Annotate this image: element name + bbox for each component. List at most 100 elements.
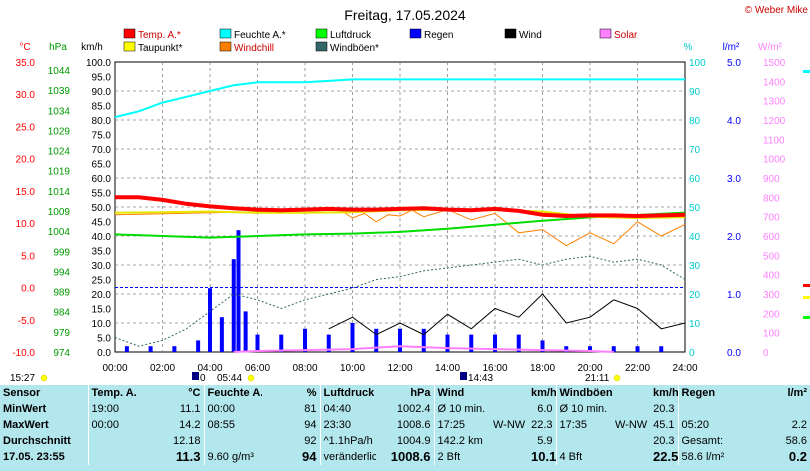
- press-value: 1004.9: [396, 435, 431, 447]
- hdr-temp-unit: °C: [188, 387, 201, 399]
- legend-swatch: [123, 28, 136, 39]
- hum-value: 92: [304, 435, 317, 447]
- solar-tick: 1000: [763, 155, 786, 166]
- rain-bar: [279, 334, 284, 352]
- legend-label: Temp. A.*: [138, 30, 181, 41]
- statistics-table: Sensor Temp. A. °C Feuchte A. % Luftdruc…: [0, 385, 810, 471]
- rain-bar: [255, 334, 260, 352]
- hum-value: 94: [302, 449, 317, 464]
- gust-value: 22.5: [653, 449, 678, 464]
- time-tick: 22:00: [625, 363, 650, 374]
- time-tick: 02:00: [150, 363, 175, 374]
- rain-bar: [564, 346, 569, 352]
- speed-tick: 60.0: [92, 174, 112, 185]
- humidity-unit-label: %: [684, 42, 693, 53]
- windchill-line: [114, 209, 686, 247]
- series-layer: [114, 78, 686, 353]
- solar-tick: 300: [763, 290, 780, 301]
- sunset-time: 21:11: [585, 373, 610, 384]
- rain-tick: 2.0: [727, 232, 741, 243]
- moon-icon: [460, 372, 467, 380]
- rain-bar: [516, 334, 521, 352]
- wind-line: [328, 293, 686, 336]
- rain-bar: [421, 328, 426, 352]
- rain-bar: [445, 334, 450, 352]
- gust-dir: [612, 449, 650, 465]
- legend-swatch: [123, 41, 136, 52]
- speed-tick: 0.0: [97, 348, 111, 359]
- stats-row-current: 17.05. 23:55 11.3 9.60 g/m³ 94 veränderl…: [0, 449, 810, 465]
- humidity-tick: 80: [689, 116, 701, 127]
- solar-tick: 600: [763, 232, 780, 243]
- legend-swatch: [409, 28, 422, 39]
- rain-bar: [303, 328, 307, 352]
- rain-value: 0.2: [788, 449, 807, 464]
- row-label: MinWert: [3, 403, 47, 415]
- rain-tick: 4.0: [727, 116, 741, 127]
- legend-swatch: [315, 28, 328, 39]
- rain-time: [677, 401, 734, 417]
- pressure-tick: 1039: [48, 86, 71, 97]
- time-tick: 12:00: [387, 363, 412, 374]
- rain-bar: [540, 340, 545, 352]
- speed-tick: 25.0: [92, 276, 112, 287]
- rain-bar: [350, 323, 355, 352]
- wind-time: Ø 10 min.: [433, 401, 490, 417]
- time-tick: 16:00: [482, 363, 507, 374]
- axes: °C hPa km/h% l/m² W/m² 35.0 30.0 25.0 20.0 15.0 10…: [12, 42, 810, 359]
- humidity-tick: 20: [689, 290, 701, 301]
- wind-dir: [490, 433, 528, 449]
- humidity-tick: 40: [689, 232, 701, 243]
- solar-tick: 900: [763, 174, 780, 185]
- pressure-tick: 1044: [48, 66, 71, 77]
- sunset-icon: [613, 374, 621, 382]
- rain-tick: 1.0: [727, 290, 741, 301]
- hum-value: 81: [304, 403, 317, 415]
- temp-tick: 10.0: [16, 219, 36, 230]
- weather-chart: Freitag, 17.05.2024 © Weber Mike Temp. A…: [10, 5, 810, 384]
- hdr-hum-unit: %: [306, 387, 317, 399]
- hdr-rain: Regen: [677, 385, 734, 401]
- time-tick: 00:00: [102, 363, 127, 374]
- solar-tick: 1100: [763, 135, 785, 146]
- rain-tick: 5.0: [727, 58, 741, 69]
- press-time: 23:30: [319, 417, 376, 433]
- humidity-tick: 30: [689, 261, 701, 272]
- speed-tick: 75.0: [92, 131, 112, 142]
- pressure-tick: 984: [53, 308, 70, 319]
- rain-bar: [243, 311, 248, 352]
- speed-tick: 100.0: [86, 58, 111, 69]
- edge-swatch: [803, 296, 810, 299]
- rain-bar: [635, 346, 640, 352]
- gust-time: Ø 10 min.: [555, 401, 612, 417]
- temp-tick: 20.0: [16, 155, 36, 166]
- speed-tick: 95.0: [92, 73, 112, 84]
- rain-value: 58.6: [785, 435, 807, 447]
- sun-icon: [40, 374, 48, 382]
- rain-bar: [659, 346, 664, 352]
- row-label: MaxWert: [3, 419, 49, 431]
- sun-moon-row: 15:27 0 05:44 14:43 21:11: [10, 372, 621, 384]
- gust-time: 17:35: [555, 417, 612, 433]
- speed-tick: 20.0: [92, 290, 112, 301]
- rain-bar: [196, 340, 201, 352]
- pressure-tick: 1024: [48, 147, 71, 158]
- wind-value: 5.9: [537, 435, 553, 447]
- row-label: Durchschnitt: [3, 435, 71, 447]
- rain-time: 05:20: [677, 417, 734, 433]
- rain-bar: [398, 328, 402, 352]
- pressure-tick: 994: [53, 267, 70, 278]
- speed-tick: 15.0: [92, 305, 112, 316]
- rain-bar: [469, 334, 474, 352]
- rain-bar: [219, 317, 224, 352]
- wind-value: 10.1: [531, 449, 556, 464]
- humidity-tick: 60: [689, 174, 701, 185]
- rain-value: [734, 401, 810, 417]
- edge-swatch: [803, 70, 810, 73]
- time-tick: 10:00: [340, 363, 365, 374]
- speed-tick: 85.0: [92, 102, 112, 113]
- sunrise-icon: [247, 374, 255, 382]
- temp-tick: 25.0: [16, 122, 36, 133]
- gust-dir: W-NW: [615, 419, 648, 431]
- legend-swatch: [599, 28, 612, 39]
